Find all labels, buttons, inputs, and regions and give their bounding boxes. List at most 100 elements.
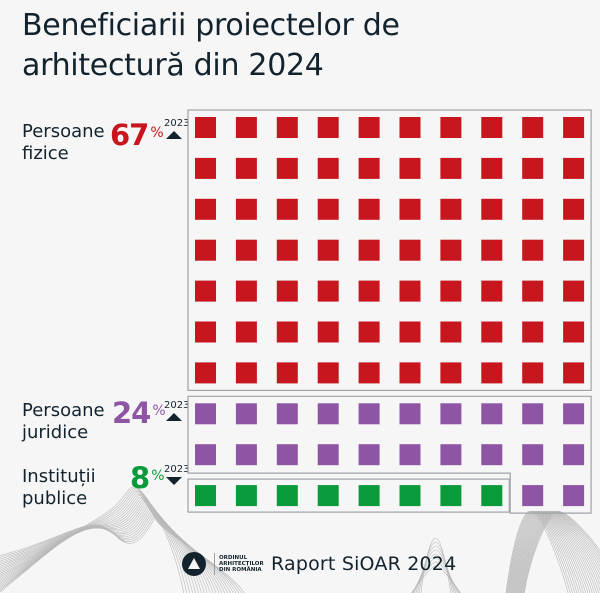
- cell-persoane-fizice: [399, 280, 421, 302]
- cell-persoane-fizice: [440, 198, 462, 220]
- cell-persoane-fizice: [440, 157, 462, 179]
- cell-persoane-fizice: [522, 362, 544, 384]
- cell-persoane-fizice: [317, 198, 339, 220]
- box-persoane-juridice: [187, 395, 592, 514]
- cell-persoane-fizice: [276, 321, 298, 343]
- cell-persoane-juridice: [563, 444, 585, 466]
- cell-persoane-fizice: [317, 280, 339, 302]
- percent-value: 24%: [112, 398, 166, 428]
- cell-persoane-juridice: [440, 444, 462, 466]
- oar-logo-icon: [182, 552, 206, 576]
- cell-persoane-fizice: [440, 362, 462, 384]
- percent-sign: %: [150, 125, 164, 141]
- cell-persoane-fizice: [399, 198, 421, 220]
- cell-persoane-juridice: [358, 444, 380, 466]
- cell-persoane-fizice: [195, 198, 216, 220]
- cell-persoane-fizice: [358, 362, 380, 384]
- cell-persoane-juridice: [440, 403, 462, 425]
- cell-persoane-juridice: [481, 444, 503, 466]
- cell-persoane-fizice: [481, 239, 503, 261]
- label-line-2: publice: [22, 488, 88, 509]
- cell-persoane-fizice: [235, 157, 257, 179]
- cell-persoane-juridice: [195, 403, 216, 425]
- cell-institutii-publice: [481, 485, 503, 507]
- page-title: Beneficiarii proiectelor de arhitectură …: [22, 6, 400, 86]
- triangle-up-icon: [166, 413, 182, 421]
- cell-persoane-fizice: [195, 280, 216, 302]
- cell-persoane-juridice: [358, 403, 380, 425]
- cell-persoane-fizice: [563, 362, 585, 384]
- cell-persoane-fizice: [195, 157, 216, 179]
- percent-sign: %: [151, 468, 165, 484]
- cell-persoane-fizice: [522, 198, 544, 220]
- cell-institutii-publice: [399, 485, 421, 507]
- triangle-up-icon: [166, 131, 182, 139]
- cell-persoane-fizice: [563, 321, 585, 343]
- comparison-year: 2023: [164, 400, 190, 411]
- triangle-down-icon: [166, 477, 182, 485]
- percent-number: 24: [112, 396, 151, 430]
- box-persoane-fizice: [187, 109, 592, 391]
- label-line-2: fizice: [22, 143, 69, 164]
- cell-institutii-publice: [195, 485, 216, 507]
- cell-persoane-fizice: [522, 239, 544, 261]
- cell-persoane-fizice: [276, 280, 298, 302]
- cell-persoane-fizice: [481, 362, 503, 384]
- cell-persoane-fizice: [358, 198, 380, 220]
- cell-persoane-fizice: [522, 117, 544, 138]
- category-label: Instituții publice: [22, 466, 96, 510]
- cell-persoane-fizice: [440, 239, 462, 261]
- cell-institutii-publice: [358, 485, 380, 507]
- cell-persoane-fizice: [317, 239, 339, 261]
- cell-persoane-fizice: [276, 157, 298, 179]
- cell-persoane-fizice: [235, 198, 257, 220]
- cell-persoane-fizice: [276, 239, 298, 261]
- category-label: Persoane fizice: [22, 121, 105, 165]
- percent-sign: %: [152, 403, 166, 419]
- category-label: Persoane juridice: [22, 400, 105, 444]
- cell-persoane-fizice: [235, 280, 257, 302]
- cell-persoane-juridice: [481, 403, 503, 425]
- cell-persoane-juridice: [317, 444, 339, 466]
- cell-persoane-fizice: [563, 117, 585, 138]
- percent-value: 67%: [110, 120, 164, 150]
- label-line-2: juridice: [22, 422, 89, 443]
- cell-persoane-juridice: [563, 403, 585, 425]
- cell-persoane-fizice: [195, 239, 216, 261]
- cell-institutii-publice: [317, 485, 339, 507]
- logo-text: Ordinul Arhitecților din România: [219, 555, 264, 573]
- cell-persoane-juridice: [276, 444, 298, 466]
- cell-persoane-fizice: [235, 362, 257, 384]
- cell-persoane-fizice: [195, 117, 216, 138]
- cell-persoane-fizice: [481, 157, 503, 179]
- cell-persoane-fizice: [317, 321, 339, 343]
- cell-persoane-fizice: [399, 239, 421, 261]
- logo-text-line-3: din România: [219, 567, 262, 573]
- label-line-1: Persoane: [22, 400, 105, 421]
- cell-persoane-fizice: [317, 117, 339, 138]
- cell-persoane-fizice: [399, 117, 421, 138]
- cell-persoane-fizice: [399, 362, 421, 384]
- box-institutii-publice: [187, 478, 510, 513]
- cell-persoane-fizice: [563, 157, 585, 179]
- cell-persoane-fizice: [317, 362, 339, 384]
- cell-persoane-fizice: [276, 362, 298, 384]
- footer: Ordinul Arhitecților din România Raport …: [182, 549, 456, 579]
- label-line-1: Persoane: [22, 121, 105, 142]
- cell-persoane-fizice: [522, 321, 544, 343]
- cell-persoane-fizice: [440, 321, 462, 343]
- cell-persoane-juridice: [276, 403, 298, 425]
- cell-persoane-fizice: [276, 117, 298, 138]
- cell-persoane-fizice: [522, 280, 544, 302]
- title-line-2: arhitectură din 2024: [22, 48, 324, 83]
- cell-persoane-juridice: [235, 444, 257, 466]
- logo-text-line-1: Ordinul: [219, 555, 248, 561]
- cell-persoane-fizice: [358, 157, 380, 179]
- cell-persoane-juridice: [522, 485, 544, 507]
- comparison-year: 2023: [164, 118, 190, 129]
- cell-persoane-fizice: [235, 321, 257, 343]
- cell-persoane-juridice: [399, 403, 421, 425]
- cell-persoane-fizice: [195, 362, 216, 384]
- logo-text-line-2: Arhitecților: [219, 561, 264, 567]
- cell-persoane-fizice: [481, 321, 503, 343]
